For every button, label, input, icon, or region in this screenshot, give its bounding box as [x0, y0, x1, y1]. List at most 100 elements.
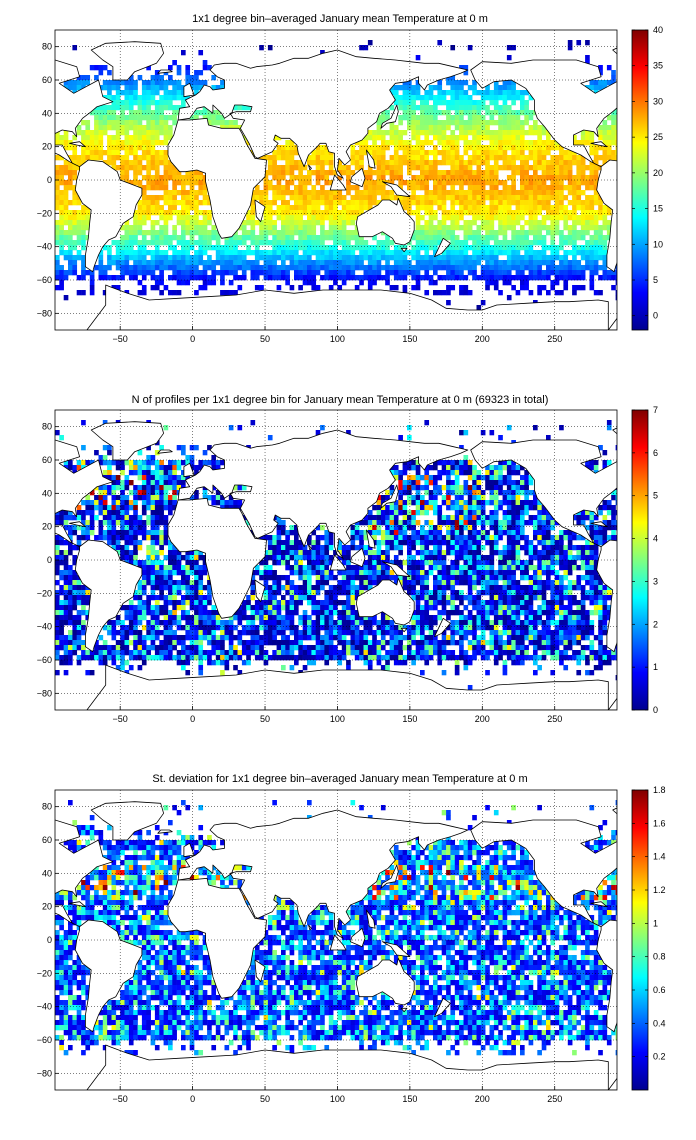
heatmap-cell	[354, 265, 360, 271]
heatmap-cell	[498, 555, 503, 561]
heatmap-cell	[263, 275, 269, 281]
heatmap-cell	[498, 500, 503, 506]
heatmap-cell	[137, 260, 143, 266]
coastline	[679, 70, 694, 73]
heatmap-cell	[502, 250, 508, 256]
heatmap-cell	[107, 105, 112, 111]
heatmap-cell	[572, 290, 577, 296]
heatmap-cell	[107, 250, 112, 256]
heatmap-cell	[68, 145, 73, 151]
heatmap-cell	[567, 175, 573, 181]
heatmap-cell	[615, 490, 617, 496]
heatmap-cell	[72, 160, 78, 166]
heatmap-cell	[189, 220, 195, 226]
heatmap-cell	[233, 290, 238, 296]
heatmap-cell	[537, 175, 542, 181]
heatmap-cell	[537, 130, 542, 136]
heatmap-cell	[185, 275, 191, 281]
heatmap-cell	[172, 560, 177, 566]
heatmap-cell	[294, 255, 299, 261]
heatmap-cell	[146, 145, 151, 151]
heatmap-cell	[515, 125, 521, 131]
heatmap-cell	[215, 115, 221, 121]
heatmap-cell	[124, 225, 130, 231]
heatmap-cell	[493, 480, 499, 486]
heatmap-cell	[533, 235, 538, 241]
heatmap-cell	[524, 560, 529, 566]
heatmap-cell	[463, 195, 469, 201]
heatmap-cell	[159, 465, 164, 471]
heatmap-cell	[154, 565, 160, 571]
heatmap-cell	[541, 180, 547, 186]
heatmap-cell	[181, 235, 186, 241]
heatmap-cell	[254, 240, 260, 246]
heatmap-cell	[437, 125, 443, 131]
heatmap-cell	[489, 480, 495, 486]
heatmap-cell	[181, 205, 186, 211]
heatmap-cell	[120, 245, 125, 251]
heatmap-cell	[402, 200, 408, 206]
heatmap-cell	[55, 135, 60, 141]
heatmap-cell	[611, 75, 616, 81]
heatmap-cell	[493, 525, 499, 531]
heatmap-cell	[537, 185, 542, 191]
heatmap-cell	[580, 510, 586, 516]
heatmap-cell	[559, 215, 564, 221]
heatmap-cell	[285, 155, 290, 161]
heatmap-cell	[407, 85, 412, 91]
heatmap-cell	[137, 470, 143, 476]
heatmap-cell	[485, 530, 490, 536]
heatmap-cell	[124, 235, 130, 241]
heatmap-cell	[181, 230, 186, 236]
heatmap-cell	[428, 555, 434, 561]
heatmap-cell	[411, 270, 416, 276]
heatmap-cell	[467, 140, 473, 146]
heatmap-cell	[541, 510, 547, 516]
heatmap-cell	[511, 235, 516, 241]
heatmap-cell	[424, 210, 430, 216]
heatmap-cell	[385, 190, 390, 196]
heatmap-cell	[407, 205, 412, 211]
heatmap-cell	[267, 265, 273, 271]
heatmap-cell	[393, 160, 399, 166]
heatmap-cell	[324, 530, 330, 536]
heatmap-cell	[141, 140, 147, 146]
heatmap-cell	[202, 285, 208, 291]
heatmap-cell	[59, 165, 64, 171]
heatmap-cell	[150, 240, 156, 246]
heatmap-cell	[359, 530, 364, 536]
heatmap-cell	[85, 75, 91, 81]
heatmap-cell	[437, 175, 443, 181]
heatmap-cell	[441, 560, 447, 566]
heatmap-cell	[68, 465, 73, 471]
heatmap-cell	[115, 285, 121, 291]
heatmap-cell	[524, 115, 529, 121]
heatmap-cell	[333, 235, 338, 241]
heatmap-cell	[580, 550, 586, 556]
heatmap-cell	[463, 535, 469, 541]
heatmap-cell	[102, 470, 108, 476]
heatmap-cell	[124, 530, 130, 536]
heatmap-cell	[146, 80, 151, 86]
heatmap-cell	[198, 235, 204, 241]
heatmap-cell	[563, 555, 569, 561]
heatmap-cell	[563, 150, 569, 156]
heatmap-cell	[402, 250, 408, 256]
heatmap-cell	[476, 260, 482, 266]
heatmap-cell	[150, 475, 156, 481]
heatmap-cell	[498, 180, 503, 186]
heatmap-cell	[511, 215, 516, 221]
heatmap-cell	[433, 240, 438, 246]
heatmap-cell	[398, 185, 403, 191]
heatmap-cell	[420, 185, 425, 191]
heatmap-cell	[81, 230, 86, 236]
heatmap-cell	[133, 175, 138, 181]
heatmap-cell	[467, 230, 473, 236]
heatmap-cell	[598, 530, 603, 536]
heatmap-cell	[141, 530, 147, 536]
heatmap-cell	[320, 160, 325, 166]
heatmap-cell	[385, 165, 390, 171]
heatmap-cell	[463, 220, 469, 226]
heatmap-cell	[489, 165, 495, 171]
heatmap-cell	[493, 530, 499, 536]
